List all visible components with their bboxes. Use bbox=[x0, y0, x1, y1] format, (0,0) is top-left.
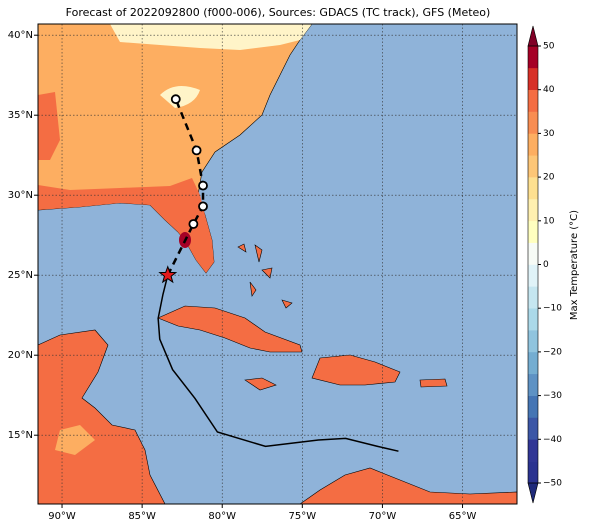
y-tick-label: 20°N bbox=[8, 350, 33, 361]
forecast-point bbox=[198, 180, 208, 191]
land-warm bbox=[38, 92, 214, 273]
y-tick-label: 40°N bbox=[8, 30, 33, 41]
forecast-point bbox=[188, 219, 199, 229]
colorbar-band bbox=[528, 133, 538, 156]
track-line bbox=[157, 275, 399, 452]
colorbar-band bbox=[528, 351, 538, 375]
colorbar-band bbox=[528, 177, 538, 200]
forecast-point bbox=[191, 145, 202, 156]
colorbar-tick-label: −20 bbox=[543, 347, 562, 357]
colorbar-band bbox=[528, 395, 538, 418]
land-pr bbox=[419, 378, 448, 388]
colorbar-band bbox=[528, 373, 538, 396]
forecast-point bbox=[198, 201, 208, 212]
map-frame bbox=[37, 23, 518, 505]
colorbar-band bbox=[528, 308, 538, 331]
current-position bbox=[158, 265, 178, 284]
y-tick-label: 25°N bbox=[8, 270, 33, 281]
colorbar-tick-label: 40 bbox=[543, 85, 555, 95]
colorbar-band bbox=[528, 111, 538, 134]
y-tick-label: 15°N bbox=[8, 430, 33, 441]
land-jamaica bbox=[244, 377, 277, 391]
colorbar-band bbox=[528, 417, 538, 440]
colorbar-tick-label: 50 bbox=[543, 42, 555, 52]
forecast-point bbox=[170, 94, 181, 105]
x-tick-label: 80°W bbox=[208, 511, 236, 522]
colorbar-band bbox=[528, 67, 538, 90]
y-tick-label: 35°N bbox=[8, 110, 33, 121]
land-cool bbox=[110, 24, 312, 108]
colorbar-band bbox=[528, 89, 538, 112]
grid bbox=[38, 24, 517, 504]
y-tick-label: 30°N bbox=[8, 190, 33, 201]
colorbar-extend-high bbox=[527, 25, 539, 47]
colorbar-tick-label: −40 bbox=[543, 435, 562, 445]
colorbar-label: Max Temperature (°C) bbox=[569, 210, 580, 320]
x-tick-label: 65°W bbox=[449, 511, 477, 522]
land-cuba bbox=[157, 305, 303, 353]
colorbar-band bbox=[528, 330, 538, 353]
colorbar-band bbox=[528, 155, 538, 178]
colorbar-tick-label: −50 bbox=[543, 479, 562, 489]
land-bahamas bbox=[237, 243, 293, 309]
x-tick-label: 85°W bbox=[128, 511, 156, 522]
track-line bbox=[166, 98, 205, 276]
colorbar-band bbox=[528, 286, 538, 309]
colorbar-tick-label: 20 bbox=[543, 173, 555, 183]
colorbar-band bbox=[528, 198, 538, 222]
colorbar-tick-label: 0 bbox=[543, 260, 549, 270]
colorbar-band bbox=[528, 264, 538, 287]
colorbar-tick-label: 10 bbox=[543, 216, 555, 226]
colorbar-band bbox=[528, 242, 538, 265]
x-tick-label: 75°W bbox=[289, 511, 317, 522]
x-tick-label: 90°W bbox=[48, 511, 76, 522]
colorbar-tick-label: −10 bbox=[543, 304, 562, 314]
land-hispaniola bbox=[311, 354, 401, 386]
colorbar-extend-low bbox=[527, 482, 539, 504]
colorbar-tick-label: 30 bbox=[543, 129, 555, 139]
colorbar-band bbox=[528, 461, 538, 484]
colorbar-tick-label: −30 bbox=[543, 391, 562, 401]
chart-title: Forecast of 2022092800 (f000-006), Sourc… bbox=[66, 6, 491, 19]
x-tick-label: 70°W bbox=[369, 511, 397, 522]
colorbar-band bbox=[528, 220, 538, 243]
land-central-america bbox=[37, 329, 166, 505]
land-mild bbox=[55, 425, 95, 455]
map-area bbox=[37, 23, 518, 505]
colorbar-band bbox=[528, 46, 538, 69]
colorbar-band bbox=[528, 439, 538, 462]
